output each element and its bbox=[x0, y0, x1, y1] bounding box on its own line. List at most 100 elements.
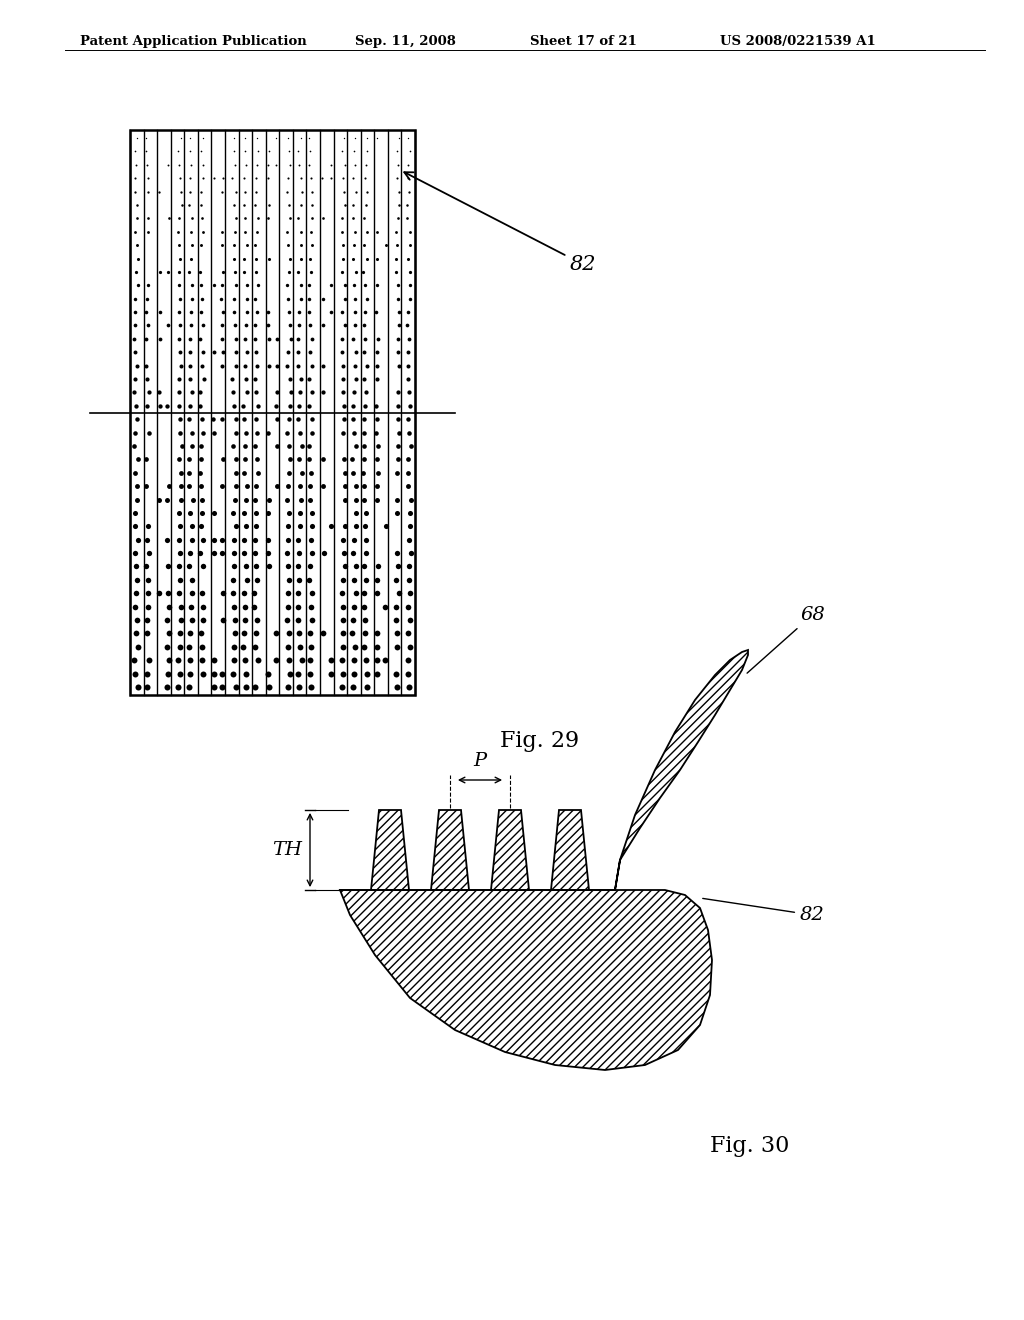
Point bbox=[249, 154, 265, 176]
Point bbox=[301, 449, 317, 470]
Point bbox=[402, 141, 419, 162]
Point bbox=[390, 275, 407, 296]
Point bbox=[390, 194, 407, 215]
Point bbox=[400, 597, 417, 618]
Point bbox=[195, 154, 211, 176]
Point bbox=[402, 636, 419, 657]
Point bbox=[400, 128, 417, 149]
Point bbox=[337, 154, 353, 176]
Point bbox=[301, 154, 317, 176]
Point bbox=[345, 649, 361, 671]
Point bbox=[172, 409, 188, 430]
Point bbox=[370, 436, 386, 457]
Point bbox=[355, 368, 372, 389]
Point bbox=[292, 422, 308, 444]
Point bbox=[173, 355, 189, 376]
Point bbox=[182, 181, 199, 202]
Point bbox=[184, 436, 201, 457]
Point bbox=[248, 342, 264, 363]
Point bbox=[290, 207, 306, 228]
Point bbox=[292, 503, 308, 524]
Point bbox=[401, 261, 418, 282]
Point bbox=[228, 449, 245, 470]
Point bbox=[172, 168, 188, 189]
Point bbox=[225, 503, 242, 524]
Point bbox=[346, 663, 362, 684]
Point bbox=[369, 222, 385, 243]
Point bbox=[303, 529, 319, 550]
Point bbox=[182, 222, 199, 243]
Point bbox=[402, 543, 419, 564]
Point bbox=[237, 329, 253, 350]
Point bbox=[359, 676, 376, 697]
Point bbox=[260, 207, 276, 228]
Point bbox=[282, 449, 298, 470]
Point bbox=[334, 301, 350, 322]
Point bbox=[301, 663, 317, 684]
Point bbox=[401, 275, 418, 296]
Point bbox=[292, 636, 308, 657]
Point bbox=[391, 181, 408, 202]
Point bbox=[301, 368, 317, 389]
Point bbox=[303, 168, 319, 189]
Bar bbox=[130, 129, 415, 696]
Point bbox=[140, 207, 157, 228]
Point bbox=[260, 315, 276, 337]
Point bbox=[181, 342, 198, 363]
Point bbox=[171, 207, 187, 228]
Point bbox=[129, 610, 145, 631]
Point bbox=[247, 368, 263, 389]
Point bbox=[171, 582, 187, 603]
Point bbox=[348, 436, 365, 457]
Point bbox=[345, 248, 361, 269]
Point bbox=[247, 636, 263, 657]
Point bbox=[389, 381, 406, 403]
Point bbox=[227, 355, 244, 376]
Text: TH: TH bbox=[272, 841, 302, 859]
Point bbox=[140, 543, 157, 564]
Point bbox=[369, 301, 385, 322]
Point bbox=[260, 422, 276, 444]
Point bbox=[170, 649, 186, 671]
Point bbox=[348, 503, 365, 524]
Point bbox=[389, 342, 406, 363]
Point bbox=[181, 409, 198, 430]
Point bbox=[370, 329, 386, 350]
Point bbox=[173, 194, 189, 215]
Point bbox=[170, 222, 186, 243]
Text: Sheet 17 of 21: Sheet 17 of 21 bbox=[530, 36, 637, 48]
Point bbox=[280, 597, 296, 618]
Point bbox=[358, 128, 375, 149]
Point bbox=[238, 488, 254, 510]
Point bbox=[172, 128, 188, 149]
Point bbox=[152, 381, 168, 403]
Point bbox=[194, 355, 210, 376]
Point bbox=[214, 235, 230, 256]
Point bbox=[138, 329, 155, 350]
Point bbox=[337, 288, 353, 309]
Point bbox=[181, 462, 198, 483]
Point bbox=[344, 207, 360, 228]
Point bbox=[355, 422, 372, 444]
Point bbox=[195, 422, 211, 444]
Point bbox=[281, 649, 297, 671]
Point bbox=[195, 663, 211, 684]
Point bbox=[369, 569, 385, 590]
Point bbox=[236, 529, 252, 550]
Point bbox=[238, 154, 254, 176]
Point bbox=[248, 409, 264, 430]
Point bbox=[139, 154, 156, 176]
Point bbox=[214, 529, 230, 550]
Point bbox=[291, 301, 307, 322]
Point bbox=[127, 342, 143, 363]
Point bbox=[401, 288, 418, 309]
Point bbox=[390, 582, 407, 603]
Point bbox=[225, 582, 242, 603]
Point bbox=[315, 449, 332, 470]
Point bbox=[302, 649, 318, 671]
Point bbox=[337, 194, 353, 215]
Point bbox=[301, 248, 317, 269]
Point bbox=[138, 475, 155, 496]
Point bbox=[314, 168, 331, 189]
Point bbox=[400, 569, 417, 590]
